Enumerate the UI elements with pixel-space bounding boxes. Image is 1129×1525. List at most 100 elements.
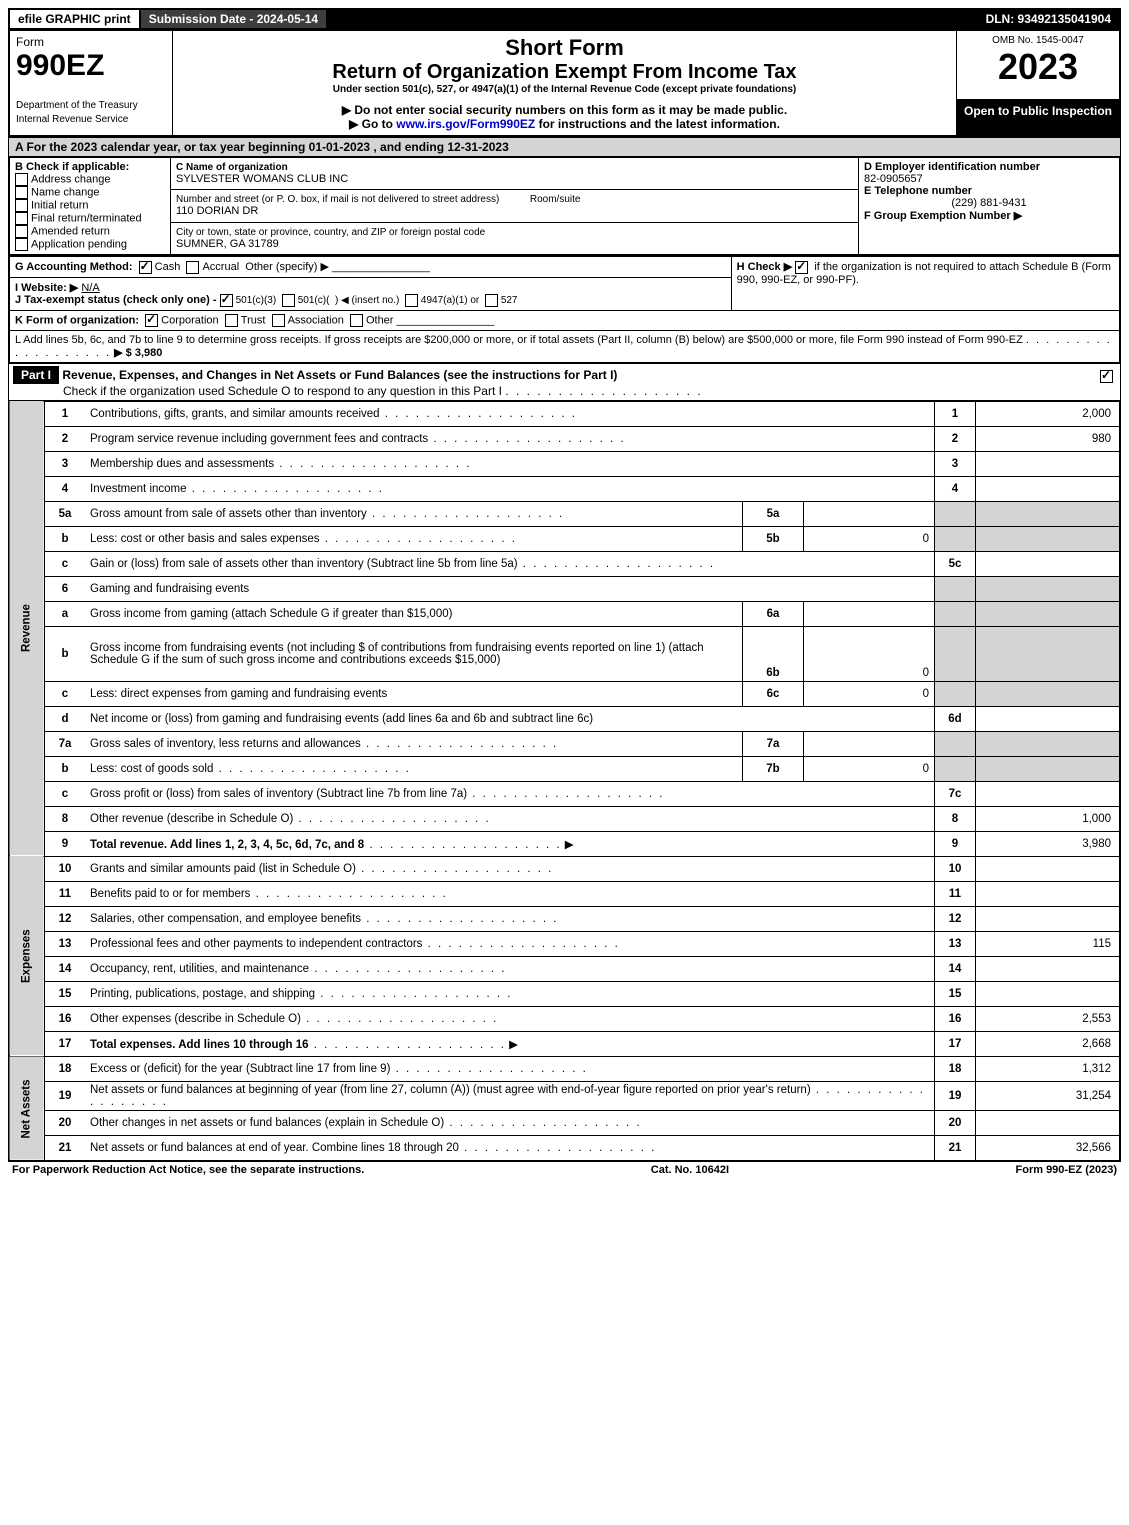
opt-application-pending: Application pending xyxy=(31,238,127,250)
line15-amount xyxy=(976,981,1121,1006)
efile-label[interactable]: efile GRAPHIC print xyxy=(10,10,141,28)
opt-initial-return: Initial return xyxy=(31,199,88,211)
part1-lines: Revenue 1Contributions, gifts, grants, a… xyxy=(8,401,1121,1162)
line6d-amount xyxy=(976,706,1121,731)
checkbox-501c[interactable] xyxy=(282,294,295,307)
line7b-val: 0 xyxy=(804,756,935,781)
form-number: 990EZ xyxy=(16,49,104,82)
line15-desc: Printing, publications, postage, and shi… xyxy=(90,988,315,1000)
checkbox-501c3[interactable] xyxy=(220,294,233,307)
line5c-amount xyxy=(976,551,1121,576)
checkbox-application-pending[interactable] xyxy=(15,238,28,251)
line6-desc: Gaming and fundraising events xyxy=(85,576,935,601)
website: N/A xyxy=(81,282,99,294)
footer-mid: Cat. No. 10642I xyxy=(651,1164,729,1176)
line16-amount: 2,553 xyxy=(976,1006,1121,1031)
line12-desc: Salaries, other compensation, and employ… xyxy=(90,913,361,925)
checkbox-527[interactable] xyxy=(485,294,498,307)
checkbox-trust[interactable] xyxy=(225,314,238,327)
checkbox-corporation[interactable] xyxy=(145,314,158,327)
checkbox-schedule-o[interactable] xyxy=(1100,370,1113,383)
line10-amount xyxy=(976,856,1121,881)
section-k-label: K Form of organization: xyxy=(15,314,139,326)
footer-left: For Paperwork Reduction Act Notice, see … xyxy=(12,1164,364,1176)
line5b-desc: Less: cost or other basis and sales expe… xyxy=(90,533,320,545)
line17-desc: Total expenses. Add lines 10 through 16 xyxy=(90,1039,309,1051)
footer-right: Form 990-EZ (2023) xyxy=(1016,1164,1118,1176)
line20-amount xyxy=(976,1110,1121,1135)
org-info-block: B Check if applicable: Address change Na… xyxy=(8,157,1121,256)
line4-amount xyxy=(976,476,1121,501)
netassets-section-label: Net Assets xyxy=(9,1056,45,1161)
line3-desc: Membership dues and assessments xyxy=(90,458,274,470)
line6d-desc: Net income or (loss) from gaming and fun… xyxy=(90,713,593,725)
ghijkl-block: G Accounting Method: Cash Accrual Other … xyxy=(8,256,1121,364)
section-b-label: B Check if applicable: xyxy=(15,161,129,173)
checkbox-initial-return[interactable] xyxy=(15,199,28,212)
opt-address-change: Address change xyxy=(31,173,111,185)
line19-amount: 31,254 xyxy=(976,1081,1121,1110)
opt-accrual: Accrual xyxy=(202,261,239,273)
line4-desc: Investment income xyxy=(90,483,187,495)
line11-amount xyxy=(976,881,1121,906)
checkbox-cash[interactable] xyxy=(139,261,152,274)
topbar: efile GRAPHIC print Submission Date - 20… xyxy=(8,8,1121,30)
line14-desc: Occupancy, rent, utilities, and maintena… xyxy=(90,963,309,975)
line8-amount: 1,000 xyxy=(976,806,1121,831)
line5a-desc: Gross amount from sale of assets other t… xyxy=(90,508,367,520)
line18-amount: 1,312 xyxy=(976,1056,1121,1081)
checkbox-schedule-b[interactable] xyxy=(795,261,808,274)
line10-desc: Grants and similar amounts paid (list in… xyxy=(90,863,356,875)
line7c-amount xyxy=(976,781,1121,806)
opt-amended-return: Amended return xyxy=(31,225,110,237)
opt-final-return: Final return/terminated xyxy=(31,212,142,224)
dln-number: DLN: 93492135041904 xyxy=(978,10,1119,28)
line6c-box: 6c xyxy=(743,681,804,706)
line1-amount: 2,000 xyxy=(976,401,1121,426)
line3-amount xyxy=(976,451,1121,476)
line17-amount: 2,668 xyxy=(976,1031,1121,1056)
checkbox-4947[interactable] xyxy=(405,294,418,307)
line12-amount xyxy=(976,906,1121,931)
checkbox-address-change[interactable] xyxy=(15,173,28,186)
line6b-desc: Gross income from fundraising events (no… xyxy=(85,626,743,681)
line6c-val: 0 xyxy=(804,681,935,706)
line21-amount: 32,566 xyxy=(976,1135,1121,1161)
tax-year: 2023 xyxy=(963,46,1113,88)
checkbox-accrual[interactable] xyxy=(186,261,199,274)
line6b-val: 0 xyxy=(804,626,935,681)
form-label: Form xyxy=(16,35,44,49)
part1-label: Part I xyxy=(13,366,59,384)
checkbox-other-org[interactable] xyxy=(350,314,363,327)
org-name: SYLVESTER WOMANS CLUB INC xyxy=(176,173,348,185)
goto-link[interactable]: ▶ Go to www.irs.gov/Form990EZ for instru… xyxy=(179,117,950,131)
line7c-desc: Gross profit or (loss) from sales of inv… xyxy=(90,788,467,800)
section-j-label: J Tax-exempt status (check only one) - xyxy=(15,294,217,306)
omb-number: OMB No. 1545-0047 xyxy=(963,35,1113,46)
opt-other-org: Other xyxy=(366,314,394,326)
checkbox-association[interactable] xyxy=(272,314,285,327)
short-form-title: Short Form xyxy=(179,35,950,61)
checkbox-final-return[interactable] xyxy=(15,212,28,225)
irs-link[interactable]: www.irs.gov/Form990EZ xyxy=(396,117,535,131)
line2-desc: Program service revenue including govern… xyxy=(90,433,428,445)
subtitle: Under section 501(c), 527, or 4947(a)(1)… xyxy=(179,84,950,95)
line6a-val xyxy=(804,601,935,626)
line7a-val xyxy=(804,731,935,756)
line11-desc: Benefits paid to or for members xyxy=(90,888,250,900)
line19-desc: Net assets or fund balances at beginning… xyxy=(90,1084,811,1096)
open-inspection: Open to Public Inspection xyxy=(957,99,1121,136)
section-c-label: C Name of organization xyxy=(176,162,288,173)
opt-corporation: Corporation xyxy=(161,314,218,326)
line7b-desc: Less: cost of goods sold xyxy=(90,763,213,775)
addr-label: Number and street (or P. O. box, if mail… xyxy=(176,194,499,205)
checkbox-amended-return[interactable] xyxy=(15,225,28,238)
checkbox-name-change[interactable] xyxy=(15,186,28,199)
form-header: Form 990EZ Department of the Treasury In… xyxy=(8,30,1121,137)
line18-desc: Excess or (deficit) for the year (Subtra… xyxy=(90,1063,390,1075)
opt-cash: Cash xyxy=(155,261,181,273)
line7a-desc: Gross sales of inventory, less returns a… xyxy=(90,738,361,750)
opt-other-method: Other (specify) ▶ xyxy=(245,261,329,273)
line5a-val xyxy=(804,501,935,526)
part1-title: Revenue, Expenses, and Changes in Net As… xyxy=(62,368,617,382)
